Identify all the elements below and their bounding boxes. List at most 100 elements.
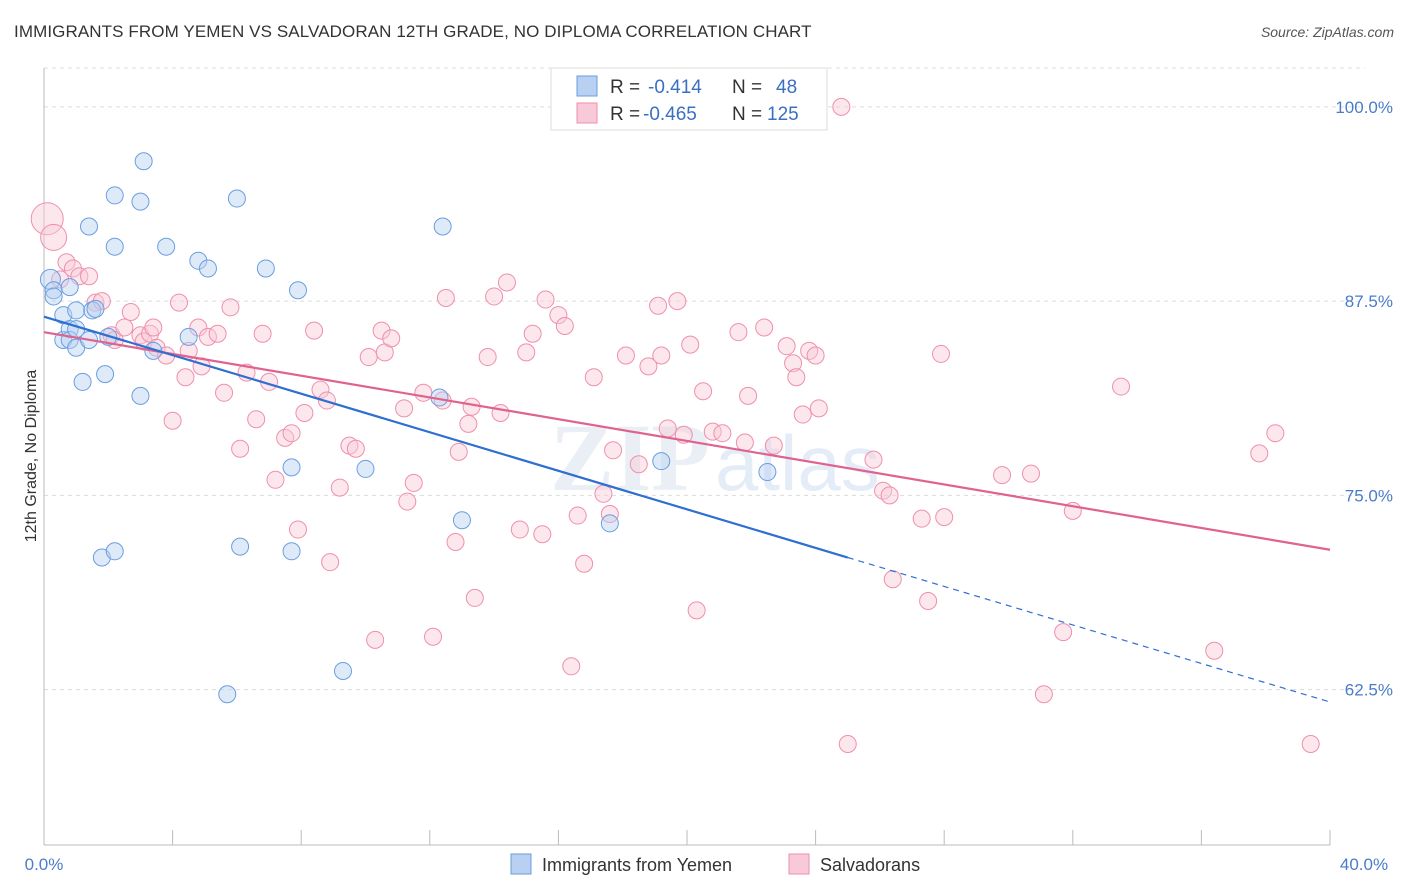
data-point-salvadoran (446, 532, 465, 551)
data-point-salvadoran (523, 324, 542, 343)
data-point-salvadoran (404, 473, 423, 492)
y-tick-label: 62.5% (1345, 681, 1393, 700)
data-point-salvadoran (198, 327, 217, 346)
data-point-salvadoran (935, 508, 954, 527)
data-point-yemen (652, 452, 671, 471)
data-point-yemen (96, 365, 115, 384)
trend-line-yemen (43, 315, 849, 559)
y-axis-label: 12th Grade, No Diploma (23, 370, 40, 543)
data-point-yemen (198, 259, 217, 278)
data-point-salvadoran (510, 520, 529, 539)
data-point-salvadoran (1034, 685, 1053, 704)
data-point-salvadoran (517, 343, 536, 362)
data-point-salvadoran (800, 341, 819, 360)
source-credit: Source: ZipAtlas.com (1260, 24, 1394, 40)
data-point-salvadoran (449, 442, 468, 461)
data-point-salvadoran (276, 428, 295, 447)
y-tick-label: 87.5% (1345, 292, 1393, 311)
data-point-yemen (282, 458, 301, 477)
data-point-salvadoran (600, 504, 619, 523)
data-point-salvadoran (208, 324, 227, 343)
data-point-yemen (60, 278, 79, 297)
data-point-salvadoran (115, 318, 134, 337)
data-point-salvadoran (497, 273, 516, 292)
data-point-salvadoran (713, 424, 732, 443)
data-point-yemen (179, 327, 198, 346)
data-point-yemen (333, 661, 352, 680)
data-point-yemen (600, 514, 619, 533)
data-point-salvadoran (311, 380, 330, 399)
data-point-yemen (131, 192, 150, 211)
data-point-salvadoran (295, 403, 314, 422)
data-point-salvadoran (1250, 444, 1269, 463)
data-point-salvadoran (359, 348, 378, 367)
data-point-yemen (189, 251, 208, 270)
data-point-salvadoran (215, 383, 234, 402)
data-point-salvadoran (575, 554, 594, 573)
data-point-salvadoran (247, 410, 266, 429)
data-point-salvadoran (604, 441, 623, 460)
data-point-salvadoran (729, 323, 748, 342)
data-point-yemen (105, 186, 124, 205)
data-point-salvadoran (764, 436, 783, 455)
data-point-salvadoran (462, 397, 481, 416)
data-point-salvadoran (382, 329, 401, 348)
data-point-salvadoran (649, 296, 668, 315)
series-salvadorans (30, 97, 1320, 753)
bottom-legend-label-yemen: Immigrants from Yemen (542, 855, 732, 875)
data-point-salvadoran (176, 368, 195, 387)
data-point-yemen (105, 237, 124, 256)
trend-line-yemen-extension (847, 556, 1331, 703)
legend-swatch-salvadoran (576, 102, 598, 124)
data-point-yemen (105, 542, 124, 561)
data-point-salvadoran (288, 520, 307, 539)
data-point-salvadoran (253, 324, 272, 343)
data-point-salvadoran (793, 405, 812, 424)
data-point-salvadoran (321, 553, 340, 572)
data-point-yemen (157, 237, 176, 256)
data-point-yemen (44, 287, 63, 306)
data-point-salvadoran (536, 290, 555, 309)
data-point-salvadoran (874, 481, 893, 500)
legend-r-value-yemen: -0.414 (648, 77, 702, 98)
data-point-salvadoran (687, 601, 706, 620)
data-point-salvadoran (694, 382, 713, 401)
data-point-salvadoran (703, 422, 722, 441)
data-point-salvadoran (787, 368, 806, 387)
x-tick-label-max: 40.0% (1340, 855, 1388, 874)
data-point-salvadoran (1112, 377, 1131, 396)
legend-n-value-salvadoran: 125 (767, 104, 799, 125)
data-point-salvadoran (735, 433, 754, 452)
data-point-salvadoran (549, 306, 568, 325)
y-tick-label: 75.0% (1345, 486, 1393, 505)
data-point-yemen (131, 386, 150, 405)
data-point-yemen (83, 301, 102, 320)
data-point-salvadoran (584, 368, 603, 387)
data-point-salvadoran (809, 399, 828, 418)
data-point-salvadoran (485, 287, 504, 306)
y-axis-tick-labels: 62.5% 75.0% 87.5% 100.0% (1335, 98, 1393, 700)
x-tick-label-min: 0.0% (25, 855, 64, 874)
legend-n-label-yemen: N = (732, 77, 762, 98)
data-point-salvadoran (346, 439, 365, 458)
data-point-salvadoran (40, 223, 68, 251)
data-point-yemen (73, 372, 92, 391)
data-point-salvadoran (30, 202, 64, 236)
data-point-salvadoran (189, 318, 208, 337)
data-point-salvadoran (993, 466, 1012, 485)
data-point-salvadoran (366, 630, 385, 649)
data-point-salvadoran (121, 302, 140, 321)
legend-n-label-salvadoran: N = (732, 104, 762, 125)
data-point-salvadoran (658, 419, 677, 438)
y-tick-label: 100.0% (1335, 98, 1393, 117)
data-point-salvadoran (1054, 623, 1073, 642)
data-point-salvadoran (931, 344, 950, 363)
data-point-yemen (288, 281, 307, 300)
data-point-salvadoran (864, 450, 883, 469)
data-point-yemen (282, 542, 301, 561)
data-point-salvadoran (739, 386, 758, 405)
data-point-salvadoran (555, 316, 574, 335)
data-point-salvadoran (436, 288, 455, 307)
data-point-salvadoran (755, 318, 774, 337)
